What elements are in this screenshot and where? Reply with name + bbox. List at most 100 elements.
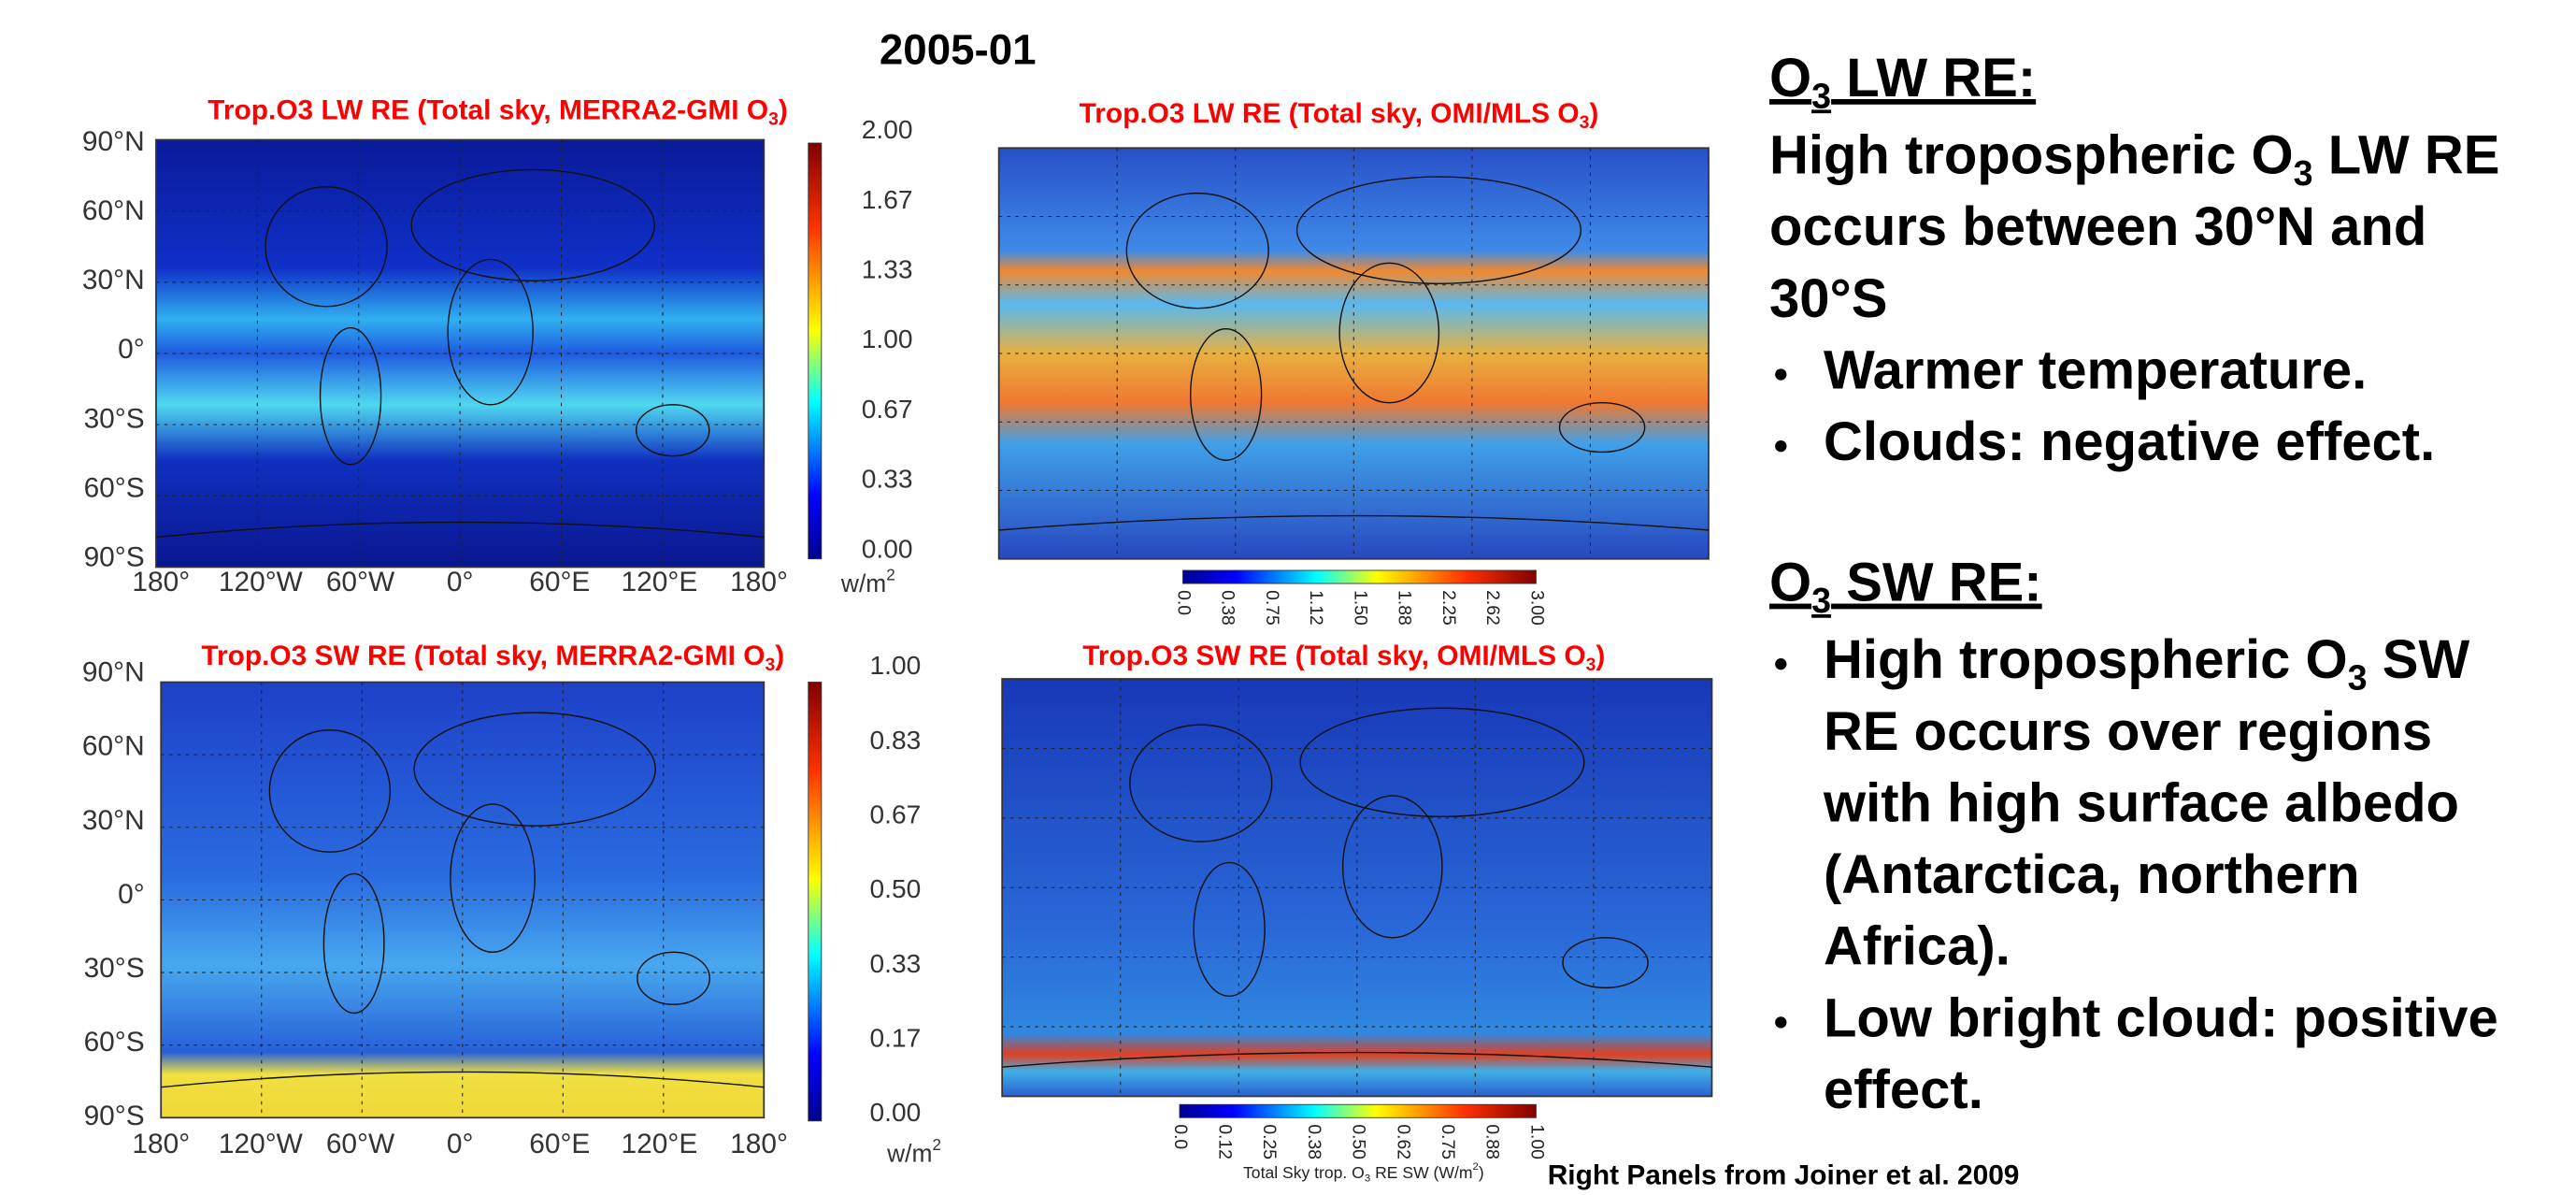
note-bullet-line: Africa).	[1824, 916, 2011, 977]
colorbar-tick-label: 0.50	[1349, 1124, 1368, 1159]
text-run: w/m	[886, 1140, 932, 1168]
lat-label: 60°N	[82, 195, 145, 226]
colorbar	[808, 142, 823, 560]
lon-label: 0°	[447, 1129, 474, 1159]
colorbar-tick-label: 1.00	[1526, 1124, 1546, 1159]
text-run: 3	[1811, 581, 1831, 620]
lon-label: 120°W	[219, 567, 304, 598]
text-run: 3	[2348, 658, 2368, 698]
text-run: 3	[1586, 655, 1596, 675]
colorbar-tick-label: 2.00	[862, 115, 913, 144]
continent-outline	[265, 186, 388, 308]
continent-outline	[1341, 795, 1443, 939]
colorbar-tick-label: 0.50	[870, 874, 922, 903]
antarctica-outline	[161, 1071, 765, 1088]
colorbar-tick-label: 1.50	[1350, 590, 1369, 626]
text-run: )	[775, 641, 784, 671]
panel-title: Trop.O3 LW RE (Total sky, MERRA2-GMI O3)	[208, 95, 788, 130]
lat-label: 90°N	[82, 126, 145, 157]
bullet-dot	[1775, 439, 1787, 453]
text-run: 2	[1472, 1161, 1478, 1173]
lat-label: 90°S	[84, 1101, 145, 1131]
text-run: Trop.O3 LW RE (Total sky, MERRA2-GMI O	[208, 95, 768, 126]
text-run: 3	[768, 109, 779, 130]
text-run: High tropospheric O	[1824, 630, 2348, 691]
colorbar-tick-label: 2.62	[1482, 590, 1502, 626]
lat-label: 60°N	[82, 731, 145, 762]
continent-outline	[322, 872, 385, 1015]
text-run: 3	[1580, 112, 1590, 133]
text-run: Clouds: negative effect.	[1824, 411, 2435, 472]
lon-label: 120°E	[622, 567, 698, 598]
slide-title: 2005-01	[880, 25, 1037, 73]
continent-outline	[319, 326, 382, 466]
text-run: )	[1589, 98, 1598, 129]
text-run: LW RE	[2313, 125, 2500, 186]
lon-label: 180°	[730, 567, 788, 598]
colorbar-tick-label: 3.00	[1526, 590, 1546, 626]
lat-label: 0°	[118, 879, 145, 910]
text-run: )	[779, 95, 788, 126]
bullet-dot	[1775, 658, 1787, 670]
note-bullet-line: RE occurs over regions	[1824, 701, 2432, 762]
text-run: 3	[765, 655, 775, 675]
continent-outline	[1338, 262, 1440, 404]
lon-label: 180°	[132, 1129, 190, 1159]
colorbar-tick-label: 0.00	[870, 1098, 922, 1127]
text-run: Low bright cloud: positive	[1824, 988, 2498, 1049]
lat-label: 30°N	[82, 265, 145, 295]
colorbar-tick-label: 0.62	[1393, 1124, 1412, 1159]
continent-outline	[450, 803, 536, 954]
lat-label: 30°N	[82, 805, 145, 836]
note-line: High tropospheric O3 LW RE	[1769, 125, 2499, 193]
lat-label: 90°S	[84, 542, 145, 573]
colorbar-tick-label: 0.0	[1173, 590, 1193, 615]
colorbar-tick-label: 0.12	[1215, 1124, 1235, 1159]
text-run: O	[1769, 48, 1811, 108]
colorbar-tick-label: 0.17	[870, 1024, 922, 1053]
text-run: RE SW (W/m	[1370, 1163, 1472, 1182]
colorbar-tick-label: 1.88	[1395, 590, 1414, 626]
text-run: 2	[932, 1135, 941, 1154]
lat-label: 0°	[118, 334, 145, 365]
text-run: )	[1479, 1163, 1484, 1182]
text-run: Trop.O3 SW RE (Total sky, MERRA2-GMI O	[201, 641, 765, 671]
lat-label: 90°N	[82, 657, 145, 688]
note-bullet-line: (Antarctica, northern	[1824, 844, 2360, 905]
colorbar-unit: w/m2	[840, 565, 895, 598]
text-run: Total Sky trop. O	[1243, 1163, 1365, 1182]
continent-outline	[410, 168, 655, 282]
text-run: Trop.O3 SW RE (Total sky, OMI/MLS O	[1082, 641, 1585, 671]
colorbar-tick-label: 1.67	[862, 185, 913, 214]
colorbar-tick-label: 0.75	[1262, 590, 1281, 626]
text-run: occurs between 30°N and	[1769, 197, 2426, 258]
text-run: Trop.O3 LW RE (Total sky, OMI/MLS O	[1080, 98, 1580, 129]
note-bullet-line: Clouds: negative effect.	[1824, 411, 2435, 472]
continent-outline	[447, 258, 534, 406]
continent-outline	[637, 951, 710, 1005]
antarctica-outline	[1002, 1051, 1712, 1068]
colorbar-caption: Total Sky trop. O3 RE SW (W/m2)	[1243, 1161, 1484, 1184]
note-bullet-line: effect.	[1824, 1059, 1983, 1120]
lon-label: 180°	[132, 567, 190, 598]
colorbar-tick-label: 1.33	[862, 255, 913, 284]
note-bullet-line: with high surface albedo	[1823, 773, 2459, 834]
colorbar-tick-label: 0.00	[862, 534, 913, 563]
colorbar-tick-label: 1.12	[1306, 590, 1325, 626]
colorbar	[808, 682, 823, 1122]
note-bullet-line: High tropospheric O3 SW	[1824, 630, 2469, 698]
text-run: )	[1596, 641, 1605, 671]
note-bullet-line: Warmer temperature.	[1824, 340, 2367, 401]
text-run: Africa).	[1824, 916, 2011, 977]
continent-outline	[1193, 861, 1266, 998]
credit: Right Panels from Joiner et al. 2009	[1548, 1159, 2020, 1190]
lat-label: 60°S	[84, 1027, 145, 1058]
colorbar-tick-label: 0.83	[870, 726, 922, 755]
text-run: LW RE:	[1831, 48, 2036, 108]
colorbar-tick-label: 0.38	[1218, 590, 1238, 626]
continent-outline	[1129, 724, 1273, 842]
colorbar-tick-label: 2.25	[1438, 590, 1458, 626]
text-run: 3	[2294, 153, 2313, 193]
lat-label: 30°S	[84, 953, 145, 984]
